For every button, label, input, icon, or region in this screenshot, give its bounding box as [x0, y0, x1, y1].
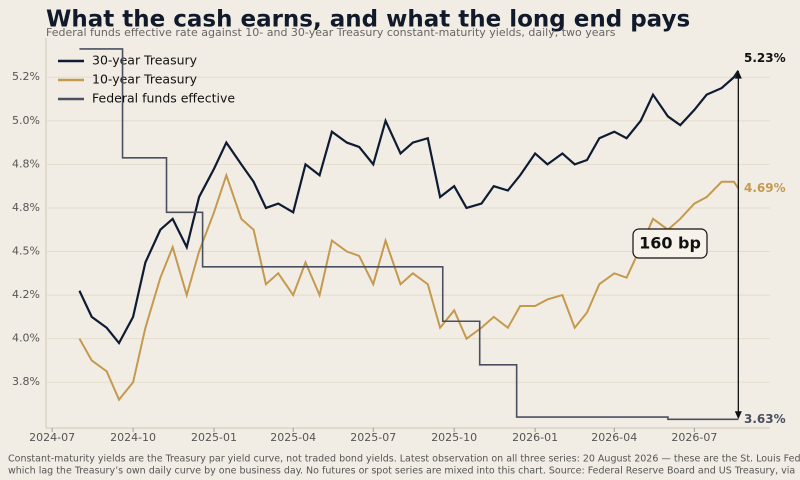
annotation: 160 bp: [639, 234, 701, 253]
end-label: 5.23%: [744, 51, 786, 65]
footnote: Constant-maturity yields are the Treasur…: [8, 454, 800, 465]
y-tick-label: 5.2%: [12, 70, 40, 83]
series-line: [78, 70, 740, 346]
y-tick-label: 4.8%: [12, 201, 40, 214]
x-tick-label: 2025-01: [191, 431, 237, 444]
x-tick-label: 2026-07: [671, 431, 717, 444]
y-tick-label: 5.0%: [12, 114, 40, 127]
legend-label: Federal funds effective: [92, 91, 235, 106]
x-tick-label: 2026-01: [512, 431, 558, 444]
end-label: 4.69%: [744, 181, 786, 195]
x-tick-label: 2026-04: [591, 431, 637, 444]
y-tick-label: 3.8%: [12, 375, 40, 388]
x-tick-label: 2025-07: [350, 431, 396, 444]
legend-label: 10-year Treasury: [92, 72, 198, 87]
chart-title: What the cash earns, and what the long e…: [46, 7, 690, 33]
footnote: which lag the Treasury’s own daily curve…: [8, 466, 795, 477]
x-tick-label: 2024-10: [110, 431, 156, 444]
end-label: 3.63%: [744, 412, 786, 426]
legend-label: 30-year Treasury: [92, 53, 198, 68]
x-tick-label: 2025-10: [431, 431, 477, 444]
series-line: [79, 48, 739, 421]
x-tick-label: 2024-07: [29, 431, 75, 444]
y-tick-label: 4.2%: [12, 288, 40, 301]
y-tick-label: 4.5%: [12, 245, 40, 258]
x-tick-label: 2025-04: [270, 431, 316, 444]
y-tick-label: 4.0%: [12, 332, 40, 345]
annotation-box: [632, 228, 708, 259]
chart-subtitle: Federal funds effective rate against 10-…: [46, 26, 616, 39]
y-tick-label: 4.8%: [12, 157, 40, 170]
